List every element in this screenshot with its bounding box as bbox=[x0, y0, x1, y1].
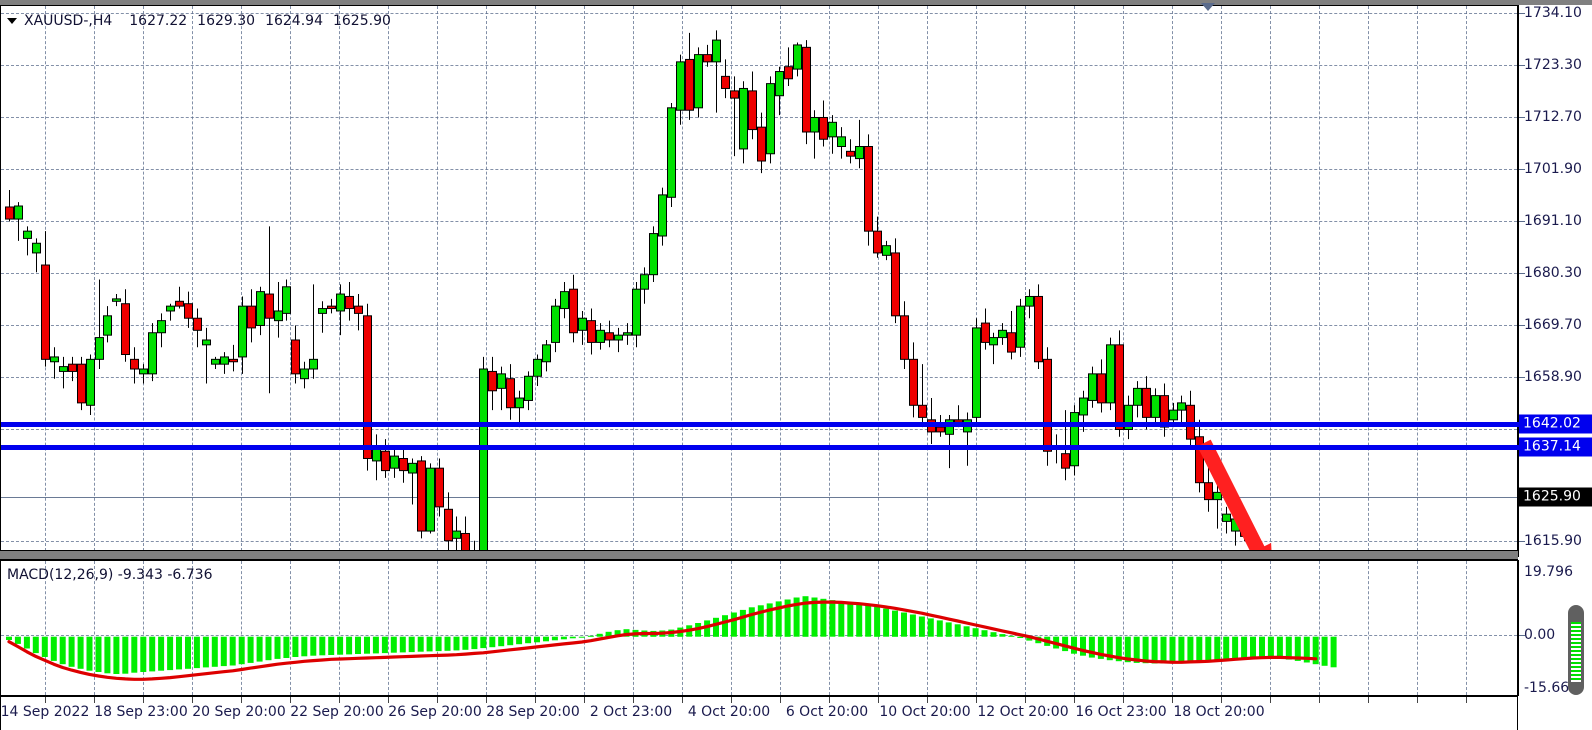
macd-tick-label: -15.669 bbox=[1524, 680, 1579, 696]
scrollbar-thumb[interactable] bbox=[1571, 622, 1581, 682]
time-tick-label: 22 Sep 20:00 bbox=[290, 704, 384, 720]
window-top-bar bbox=[0, 0, 1592, 5]
price-chart-pane[interactable]: XAUUSD-,H4 1627.22 1629.30 1624.94 1625.90 bbox=[0, 5, 1519, 604]
vertical-scrollbar[interactable] bbox=[1568, 605, 1584, 695]
price-tick-label: 1658.90 bbox=[1524, 369, 1582, 385]
time-tick-label: 6 Oct 20:00 bbox=[785, 704, 869, 720]
time-tick-mark bbox=[1123, 697, 1124, 703]
price-tick-mark bbox=[1519, 273, 1525, 274]
chart-position-marker-icon bbox=[1201, 3, 1215, 11]
time-tick-mark bbox=[1221, 697, 1222, 703]
time-tick-label: 28 Sep 20:00 bbox=[486, 704, 580, 720]
time-tick-mark bbox=[1074, 697, 1075, 703]
time-tick-mark bbox=[290, 697, 291, 703]
price-tick-label: 1669.70 bbox=[1524, 317, 1582, 333]
time-tick-label: 12 Oct 20:00 bbox=[977, 704, 1069, 720]
time-tick-mark bbox=[94, 697, 95, 703]
time-tick-mark bbox=[731, 697, 732, 703]
time-tick-label: 18 Sep 23:00 bbox=[94, 704, 188, 720]
ohlc-values: 1627.22 1629.30 1624.94 1625.90 bbox=[119, 13, 391, 29]
price-level-line[interactable] bbox=[1, 422, 1519, 427]
ohlc-value-open: 1627.22 bbox=[129, 13, 188, 29]
price-tick-label: 1615.90 bbox=[1524, 533, 1582, 549]
price-tick-mark bbox=[1519, 117, 1525, 118]
price-axis-scale[interactable]: 1734.10 1723.30 1712.70 1701.90 1691.10 1680.… bbox=[1518, 5, 1592, 557]
symbol-header: XAUUSD-,H4 1627.22 1629.30 1624.94 1625.90 bbox=[7, 13, 391, 29]
price-tick-mark bbox=[1519, 13, 1525, 14]
macd-series bbox=[6, 596, 1337, 681]
time-tick-label: 20 Sep 20:00 bbox=[192, 704, 286, 720]
time-tick-mark bbox=[780, 697, 781, 703]
time-tick-mark bbox=[927, 697, 928, 703]
time-tick-mark bbox=[633, 697, 634, 703]
level-price-badge[interactable]: 1637.14 bbox=[1519, 437, 1592, 457]
macd-indicator-pane[interactable]: MACD(12,26,9) -9.343 -6.736 bbox=[0, 560, 1518, 696]
current-price-badge[interactable]: 1625.90 bbox=[1519, 487, 1592, 507]
price-tick-mark bbox=[1519, 325, 1525, 326]
time-tick-mark bbox=[1319, 697, 1320, 703]
bearish-trend-arrow[interactable] bbox=[1, 6, 1517, 580]
time-tick-mark bbox=[1025, 697, 1026, 703]
time-tick-label: 4 Oct 20:00 bbox=[687, 704, 771, 720]
time-tick-mark bbox=[584, 697, 585, 703]
level-price-badge[interactable]: 1642.02 bbox=[1519, 414, 1592, 434]
symbol-timeframe-label: XAUUSD-,H4 bbox=[24, 13, 113, 29]
price-tick-label: 1734.10 bbox=[1524, 5, 1582, 21]
pane-divider[interactable] bbox=[0, 550, 1518, 560]
price-tick-mark bbox=[1519, 221, 1525, 222]
price-tick-label: 1701.90 bbox=[1524, 161, 1582, 177]
time-tick-mark bbox=[1417, 697, 1418, 703]
macd-header-label: MACD(12,26,9) -9.343 -6.736 bbox=[7, 567, 213, 583]
ohlc-value-close: 1625.90 bbox=[332, 13, 391, 29]
price-tick-label: 1712.70 bbox=[1524, 109, 1582, 125]
candlestick-series bbox=[5, 30, 1249, 604]
macd-tick-mark bbox=[1519, 635, 1525, 636]
time-tick-mark bbox=[878, 697, 879, 703]
price-level-line[interactable] bbox=[1, 445, 1519, 450]
price-tick-label: 1680.30 bbox=[1524, 265, 1582, 281]
time-tick-mark bbox=[143, 697, 144, 703]
time-tick-label: 2 Oct 23:00 bbox=[589, 704, 673, 720]
macd-tick-label: 19.796 bbox=[1524, 564, 1573, 580]
price-tick-mark bbox=[1519, 65, 1525, 66]
macd-tick-label: 0.00 bbox=[1524, 627, 1556, 643]
time-tick-label: 10 Oct 20:00 bbox=[879, 704, 971, 720]
price-tick-mark bbox=[1519, 541, 1525, 542]
ohlc-value-low: 1624.94 bbox=[265, 13, 323, 29]
time-tick-mark bbox=[535, 697, 536, 703]
time-tick-mark bbox=[976, 697, 977, 703]
time-tick-mark bbox=[339, 697, 340, 703]
time-tick-mark bbox=[486, 697, 487, 703]
time-tick-mark bbox=[241, 697, 242, 703]
time-tick-mark bbox=[1172, 697, 1173, 703]
time-tick-mark bbox=[388, 697, 389, 703]
time-tick-mark bbox=[1368, 697, 1369, 703]
time-tick-mark bbox=[682, 697, 683, 703]
time-tick-label: 16 Oct 23:00 bbox=[1075, 704, 1167, 720]
time-tick-mark bbox=[192, 697, 193, 703]
time-tick-mark bbox=[1466, 697, 1467, 703]
ohlc-value-high: 1629.30 bbox=[197, 13, 256, 29]
time-tick-label: 26 Sep 20:00 bbox=[388, 704, 482, 720]
price-tick-label: 1723.30 bbox=[1524, 57, 1582, 73]
chevron-down-icon[interactable] bbox=[7, 18, 17, 24]
time-tick-label: 14 Sep 2022 bbox=[0, 704, 90, 720]
time-axis-scale[interactable]: 14 Sep 2022 18 Sep 23:00 20 Sep 20:00 22 Se… bbox=[0, 696, 1518, 730]
price-tick-label: 1691.10 bbox=[1524, 213, 1582, 229]
time-tick-mark bbox=[829, 697, 830, 703]
time-tick-mark bbox=[437, 697, 438, 703]
time-tick-mark bbox=[1270, 697, 1271, 703]
price-tick-mark bbox=[1519, 169, 1525, 170]
time-tick-mark bbox=[45, 697, 46, 703]
time-tick-label: 18 Oct 20:00 bbox=[1173, 704, 1265, 720]
price-tick-mark bbox=[1519, 377, 1525, 378]
